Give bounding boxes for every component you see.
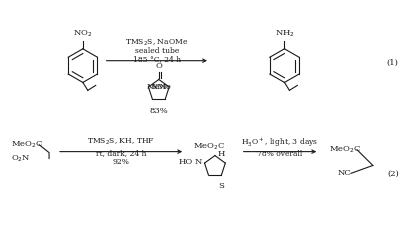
Text: TMS$_2$S, NaOMe: TMS$_2$S, NaOMe bbox=[125, 38, 188, 48]
Text: NH$_2$: NH$_2$ bbox=[274, 29, 294, 39]
Text: TMS$_2$S, KH, THF: TMS$_2$S, KH, THF bbox=[87, 136, 155, 147]
Text: 185 °C, 24 h: 185 °C, 24 h bbox=[133, 55, 181, 63]
Text: 83%: 83% bbox=[149, 107, 168, 115]
Text: rt, dark, 24 h: rt, dark, 24 h bbox=[96, 150, 146, 158]
Text: HO: HO bbox=[179, 159, 193, 167]
Text: O$_2$N: O$_2$N bbox=[11, 153, 31, 164]
Text: (2): (2) bbox=[387, 169, 399, 177]
Text: MeO$_2$C: MeO$_2$C bbox=[11, 139, 44, 150]
Text: H$_3$O$^+$, light, 3 days: H$_3$O$^+$, light, 3 days bbox=[241, 135, 319, 149]
Text: MeN: MeN bbox=[147, 83, 167, 91]
Text: NC: NC bbox=[337, 169, 351, 177]
Text: O: O bbox=[155, 62, 162, 69]
Text: NMe: NMe bbox=[151, 83, 171, 91]
Text: 92%: 92% bbox=[113, 159, 129, 167]
Text: H: H bbox=[217, 150, 225, 158]
Text: MeO$_2$C: MeO$_2$C bbox=[193, 141, 225, 152]
Text: sealed tube: sealed tube bbox=[135, 47, 179, 55]
Text: (1): (1) bbox=[387, 59, 399, 67]
Text: MeO$_2$C: MeO$_2$C bbox=[329, 144, 361, 155]
Text: S: S bbox=[219, 182, 224, 190]
Text: N: N bbox=[195, 159, 202, 167]
Text: NO$_2$: NO$_2$ bbox=[73, 29, 92, 39]
Text: 78% overall: 78% overall bbox=[257, 150, 302, 158]
